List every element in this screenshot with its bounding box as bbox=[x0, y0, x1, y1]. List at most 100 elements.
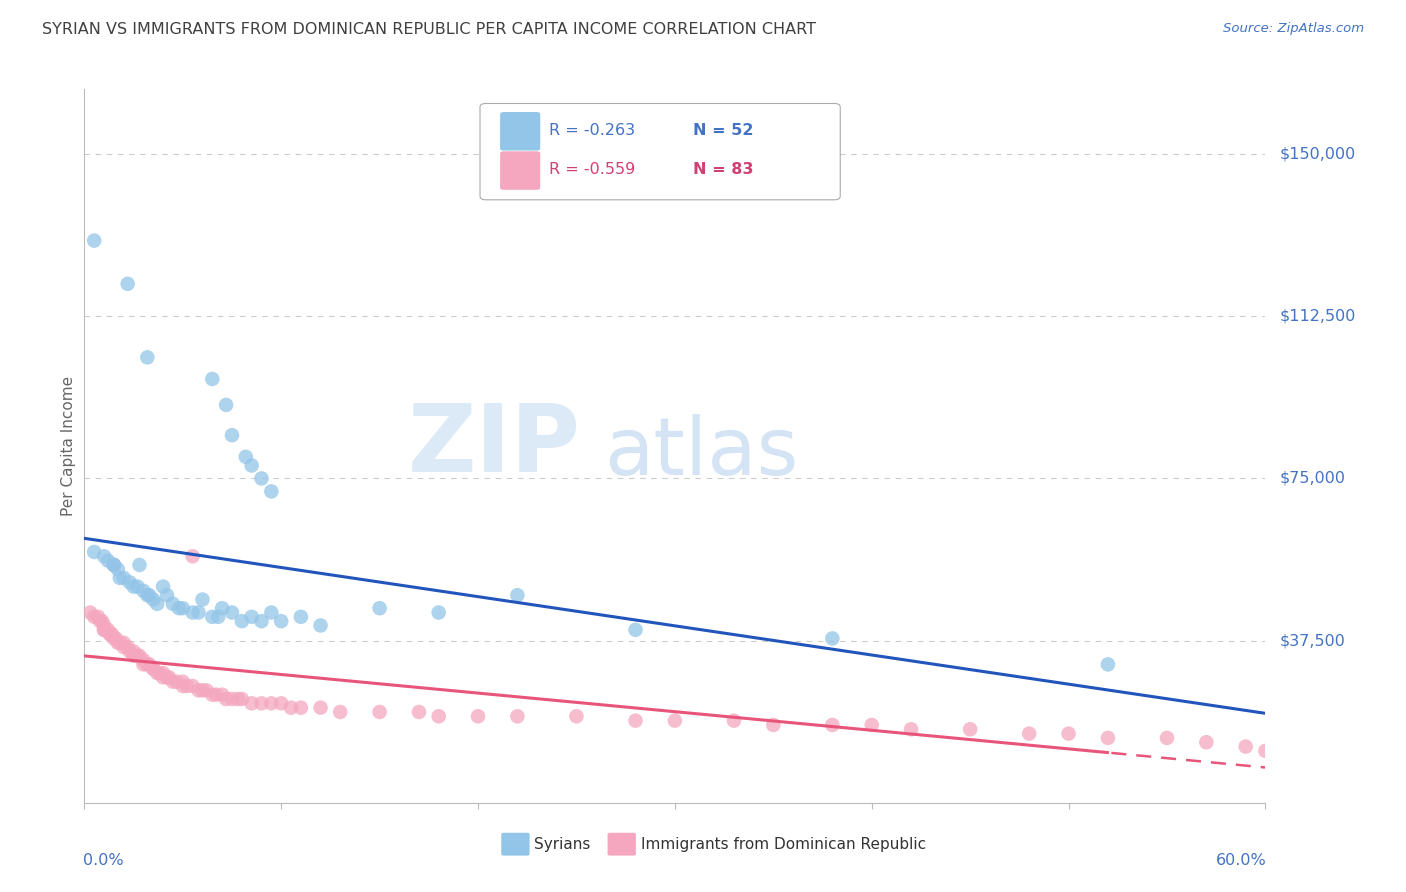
Point bbox=[117, 277, 139, 291]
Point bbox=[506, 709, 529, 723]
Point bbox=[221, 428, 243, 442]
Point bbox=[187, 606, 209, 620]
Text: Immigrants from Dominican Republic: Immigrants from Dominican Republic bbox=[641, 837, 925, 852]
Text: 60.0%: 60.0% bbox=[1216, 853, 1267, 868]
Text: $75,000: $75,000 bbox=[1279, 471, 1346, 486]
Point bbox=[427, 606, 450, 620]
Point bbox=[162, 674, 184, 689]
Point bbox=[762, 718, 785, 732]
Point bbox=[112, 571, 135, 585]
Point bbox=[821, 632, 844, 646]
Point bbox=[112, 640, 135, 654]
Point bbox=[240, 696, 263, 710]
Point bbox=[1097, 731, 1119, 745]
Point bbox=[103, 558, 125, 572]
Point bbox=[215, 398, 238, 412]
Point bbox=[97, 553, 120, 567]
Point bbox=[408, 705, 430, 719]
Point bbox=[136, 588, 159, 602]
Point bbox=[368, 601, 391, 615]
Point bbox=[270, 614, 292, 628]
Point bbox=[83, 234, 105, 248]
Point bbox=[860, 718, 883, 732]
Point bbox=[142, 662, 165, 676]
Point bbox=[1234, 739, 1257, 754]
Point bbox=[290, 700, 312, 714]
Text: N = 83: N = 83 bbox=[693, 162, 754, 178]
Point bbox=[211, 601, 233, 615]
Point bbox=[368, 705, 391, 719]
Point bbox=[231, 614, 253, 628]
Point bbox=[98, 627, 121, 641]
Point bbox=[260, 606, 283, 620]
Point bbox=[142, 662, 165, 676]
Point bbox=[181, 549, 204, 564]
FancyBboxPatch shape bbox=[502, 833, 530, 855]
Point bbox=[181, 606, 204, 620]
Point bbox=[146, 597, 169, 611]
Point bbox=[166, 674, 188, 689]
Point bbox=[270, 696, 292, 710]
Text: atlas: atlas bbox=[605, 414, 799, 492]
Point bbox=[240, 610, 263, 624]
Text: Source: ZipAtlas.com: Source: ZipAtlas.com bbox=[1223, 22, 1364, 36]
Point bbox=[93, 618, 115, 632]
Point bbox=[136, 657, 159, 672]
Text: R = -0.263: R = -0.263 bbox=[548, 123, 634, 138]
Point bbox=[127, 580, 149, 594]
Text: N = 52: N = 52 bbox=[693, 123, 754, 138]
Point bbox=[107, 636, 129, 650]
Point bbox=[172, 601, 194, 615]
Text: SYRIAN VS IMMIGRANTS FROM DOMINICAN REPUBLIC PER CAPITA INCOME CORRELATION CHART: SYRIAN VS IMMIGRANTS FROM DOMINICAN REPU… bbox=[42, 22, 815, 37]
Point bbox=[108, 571, 131, 585]
Point bbox=[427, 709, 450, 723]
Point bbox=[91, 614, 114, 628]
Point bbox=[260, 696, 283, 710]
Point bbox=[207, 610, 229, 624]
Point bbox=[93, 549, 115, 564]
Point bbox=[142, 592, 165, 607]
Point bbox=[191, 592, 214, 607]
Point bbox=[118, 575, 141, 590]
Point bbox=[152, 666, 174, 681]
Point bbox=[97, 623, 120, 637]
Point bbox=[201, 372, 224, 386]
Point bbox=[221, 606, 243, 620]
Y-axis label: Per Capita Income: Per Capita Income bbox=[60, 376, 76, 516]
Point bbox=[156, 670, 179, 684]
FancyBboxPatch shape bbox=[479, 103, 841, 200]
Point bbox=[1057, 726, 1080, 740]
Point bbox=[146, 666, 169, 681]
Point bbox=[290, 610, 312, 624]
FancyBboxPatch shape bbox=[501, 152, 540, 190]
Point bbox=[87, 610, 110, 624]
Point bbox=[1254, 744, 1277, 758]
Point bbox=[250, 614, 273, 628]
Point bbox=[235, 450, 257, 464]
Point bbox=[467, 709, 489, 723]
Point bbox=[565, 709, 588, 723]
FancyBboxPatch shape bbox=[607, 833, 636, 855]
Point bbox=[959, 723, 981, 737]
Text: $37,500: $37,500 bbox=[1279, 633, 1346, 648]
Point bbox=[240, 458, 263, 473]
Point bbox=[127, 648, 149, 663]
Point bbox=[138, 588, 160, 602]
Point bbox=[83, 545, 105, 559]
Point bbox=[167, 601, 190, 615]
Point bbox=[112, 636, 135, 650]
Point bbox=[201, 610, 224, 624]
FancyBboxPatch shape bbox=[501, 112, 540, 151]
Point bbox=[172, 674, 194, 689]
Point bbox=[122, 580, 145, 594]
Text: $112,500: $112,500 bbox=[1279, 309, 1355, 324]
Point bbox=[211, 688, 233, 702]
Point bbox=[118, 644, 141, 658]
Point bbox=[205, 688, 228, 702]
Point bbox=[148, 666, 170, 681]
Point bbox=[226, 692, 249, 706]
Point bbox=[176, 679, 198, 693]
Point bbox=[260, 484, 283, 499]
Point bbox=[215, 692, 238, 706]
Point bbox=[187, 683, 209, 698]
